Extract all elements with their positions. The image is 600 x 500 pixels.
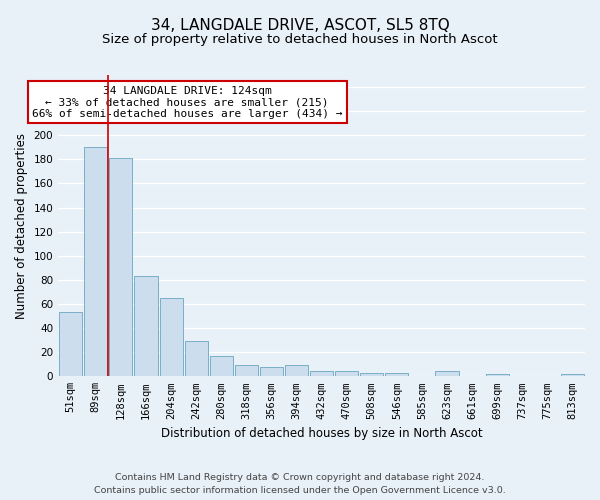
Bar — [561, 374, 584, 376]
Bar — [134, 276, 158, 376]
X-axis label: Distribution of detached houses by size in North Ascot: Distribution of detached houses by size … — [161, 427, 482, 440]
Bar — [360, 372, 383, 376]
Y-axis label: Number of detached properties: Number of detached properties — [15, 132, 28, 318]
Bar — [160, 298, 182, 376]
Bar — [335, 372, 358, 376]
Bar — [209, 356, 233, 376]
Text: 34 LANGDALE DRIVE: 124sqm
← 33% of detached houses are smaller (215)
66% of semi: 34 LANGDALE DRIVE: 124sqm ← 33% of detac… — [32, 86, 343, 118]
Bar — [235, 366, 258, 376]
Text: Contains HM Land Registry data © Crown copyright and database right 2024.
Contai: Contains HM Land Registry data © Crown c… — [94, 474, 506, 495]
Bar — [260, 366, 283, 376]
Text: 34, LANGDALE DRIVE, ASCOT, SL5 8TQ: 34, LANGDALE DRIVE, ASCOT, SL5 8TQ — [151, 18, 449, 32]
Text: Size of property relative to detached houses in North Ascot: Size of property relative to detached ho… — [102, 32, 498, 46]
Bar — [385, 372, 409, 376]
Bar — [109, 158, 133, 376]
Bar — [84, 148, 107, 376]
Bar — [185, 342, 208, 376]
Bar — [436, 372, 458, 376]
Bar — [485, 374, 509, 376]
Bar — [310, 372, 333, 376]
Bar — [59, 312, 82, 376]
Bar — [285, 366, 308, 376]
